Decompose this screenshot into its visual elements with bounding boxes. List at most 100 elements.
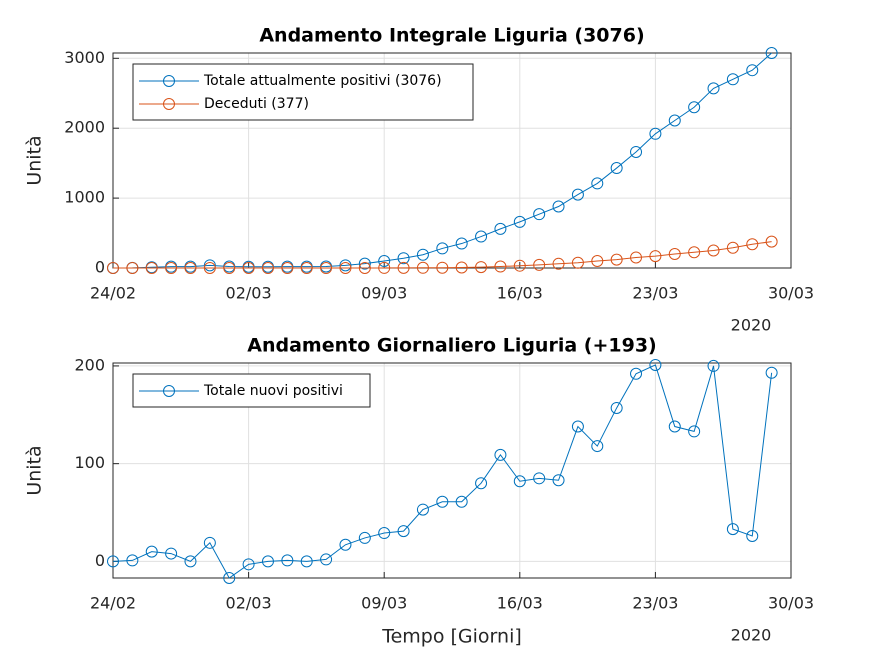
y-tick-label: 1000 — [64, 188, 105, 207]
data-point — [378, 261, 391, 274]
data-point — [320, 553, 333, 566]
data-point — [688, 246, 701, 259]
data-point — [707, 82, 720, 95]
legend-label: Totale nuovi positivi — [203, 383, 343, 399]
data-point — [436, 261, 449, 274]
legend — [132, 63, 474, 121]
x-tick-label: 23/03 — [632, 594, 678, 613]
data-point — [397, 252, 410, 265]
chart-title: Andamento Giornaliero Liguria (+193) — [247, 335, 656, 357]
data-point — [513, 259, 526, 272]
data-point — [261, 262, 274, 274]
data-point — [726, 523, 739, 536]
data-point — [552, 200, 565, 213]
data-point — [223, 572, 236, 584]
data-point — [571, 188, 584, 201]
data-point — [591, 440, 604, 453]
x-tick-label: 09/03 — [361, 594, 407, 613]
data-point — [455, 261, 468, 274]
data-point — [203, 262, 216, 274]
series-line — [113, 241, 772, 269]
x-tick-label: 30/03 — [768, 284, 814, 303]
data-point — [145, 262, 158, 274]
data-point — [475, 477, 488, 490]
data-point — [726, 241, 739, 254]
x-tick-label: 16/03 — [497, 594, 543, 613]
data-point — [688, 425, 701, 438]
data-point — [552, 257, 565, 270]
data-point — [513, 215, 526, 228]
data-point — [494, 260, 507, 273]
x-axis-label: Tempo [Giorni] — [381, 626, 522, 648]
data-point — [300, 262, 313, 274]
x-tick-label: 30/03 — [768, 594, 814, 613]
data-point — [203, 536, 216, 549]
data-point — [358, 531, 371, 544]
data-point — [765, 47, 778, 59]
y-tick-label: 3000 — [64, 48, 105, 67]
data-point — [223, 262, 236, 274]
data-point — [668, 248, 681, 261]
data-point — [475, 230, 488, 243]
axes-frame — [112, 362, 792, 579]
data-point — [746, 529, 759, 542]
data-point — [571, 256, 584, 269]
data-point — [339, 262, 352, 274]
data-point — [455, 495, 468, 508]
data-point — [300, 555, 313, 568]
y-tick-label: 2000 — [64, 118, 105, 137]
data-point — [765, 366, 778, 379]
data-point — [436, 242, 449, 255]
data-point — [630, 367, 643, 380]
data-point — [649, 250, 662, 263]
data-point — [591, 255, 604, 268]
x-tick-label: 23/03 — [632, 284, 678, 303]
x-tick-label: 02/03 — [226, 594, 272, 613]
data-point — [610, 401, 623, 414]
data-point — [494, 222, 507, 235]
data-point — [533, 208, 546, 221]
data-point — [378, 255, 391, 268]
y-tick-label: 100 — [74, 453, 105, 472]
data-point — [494, 448, 507, 461]
data-point — [533, 258, 546, 271]
data-point — [358, 262, 371, 274]
data-point — [746, 64, 759, 77]
data-point — [688, 101, 701, 114]
legend-marker — [163, 98, 175, 110]
y-tick-label: 200 — [74, 355, 105, 374]
data-point — [455, 237, 468, 250]
data-point — [668, 420, 681, 433]
data-point — [397, 261, 410, 274]
data-point — [436, 495, 449, 508]
legend-marker — [163, 75, 175, 87]
data-point — [630, 251, 643, 264]
data-point — [165, 547, 178, 560]
x-year-label: 2020 — [731, 316, 772, 335]
x-tick-label: 02/03 — [226, 284, 272, 303]
data-point — [261, 555, 274, 568]
data-point — [649, 127, 662, 140]
x-tick-label: 09/03 — [361, 284, 407, 303]
y-axis-label: Unità — [24, 445, 46, 495]
data-point — [533, 472, 546, 485]
data-point — [281, 262, 294, 274]
x-year-label: 2020 — [731, 626, 772, 645]
data-point — [610, 253, 623, 266]
data-point — [184, 262, 197, 274]
data-point — [416, 503, 429, 516]
data-point — [126, 554, 139, 567]
data-point — [339, 538, 352, 551]
data-point — [649, 358, 662, 371]
data-point — [630, 145, 643, 158]
data-point — [765, 235, 778, 248]
data-point — [610, 162, 623, 175]
data-point — [107, 555, 119, 568]
x-tick-label: 16/03 — [497, 284, 543, 303]
data-point — [746, 238, 759, 251]
data-point — [726, 73, 739, 86]
data-point — [416, 261, 429, 274]
data-point — [378, 527, 391, 540]
